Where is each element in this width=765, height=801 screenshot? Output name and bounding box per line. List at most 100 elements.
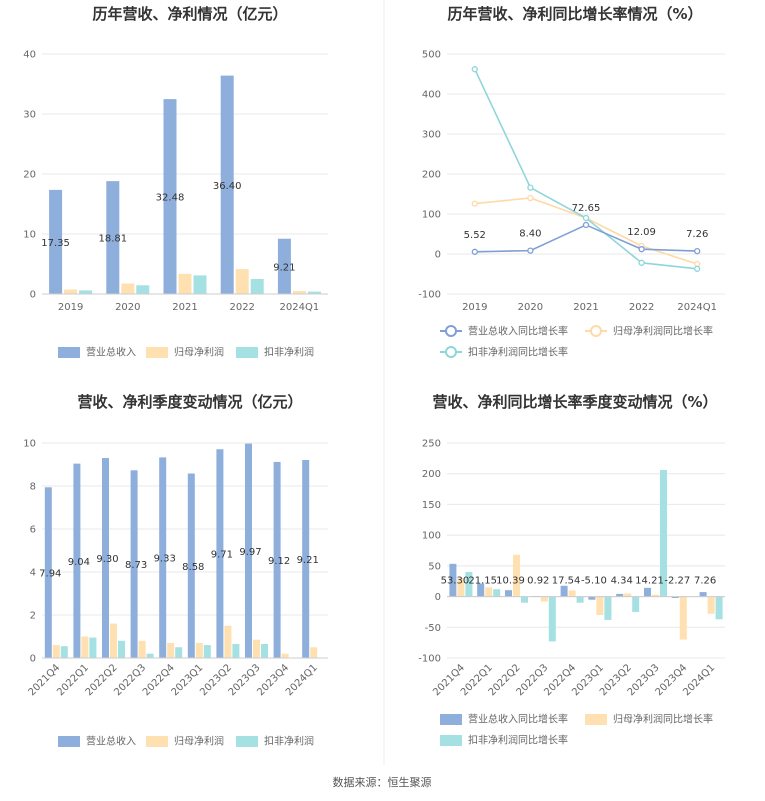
y-tick-label: 200 bbox=[422, 469, 441, 480]
data-label: 17.35 bbox=[41, 238, 70, 249]
data-label: 17.54 bbox=[552, 576, 581, 587]
bar-net-profit bbox=[138, 640, 146, 658]
data-label: 8.58 bbox=[182, 562, 204, 573]
chart3-title: 营收、净利季度变动情况（亿元） bbox=[77, 393, 302, 411]
x-tick-label: 2022 bbox=[229, 302, 254, 313]
legend-label: 归母净利润 bbox=[174, 735, 224, 748]
bar-revenue bbox=[216, 449, 224, 658]
y-tick-label: 10 bbox=[23, 439, 36, 450]
legend-swatch bbox=[58, 736, 80, 747]
bar-deducted-profit bbox=[660, 470, 667, 597]
bar-net-profit bbox=[707, 596, 715, 614]
bar-net-profit bbox=[253, 639, 260, 658]
bar-net-profit bbox=[52, 645, 60, 658]
bar-deducted-profit bbox=[175, 647, 183, 658]
bar-deducted-profit bbox=[79, 290, 93, 294]
bar-deducted-profit bbox=[60, 646, 68, 658]
legend-swatch bbox=[58, 347, 80, 358]
data-label: 9.04 bbox=[68, 557, 90, 568]
bar-revenue bbox=[616, 593, 624, 597]
y-tick-label: 10 bbox=[23, 230, 36, 241]
legend-swatch bbox=[146, 347, 168, 358]
bar-deducted-profit bbox=[632, 596, 640, 612]
chart4-title: 营收、净利同比增长率季度变动情况（%） bbox=[432, 393, 717, 411]
y-tick-label: 0 bbox=[30, 654, 36, 665]
bar-revenue bbox=[273, 461, 281, 658]
x-tick-label: 2019 bbox=[58, 302, 83, 313]
bar-revenue bbox=[505, 590, 512, 597]
y-tick-label: -100 bbox=[418, 654, 441, 665]
bar-net-profit bbox=[224, 625, 232, 658]
x-tick-label: 2024Q1 bbox=[284, 662, 320, 698]
bar-net-profit bbox=[235, 269, 249, 294]
data-label: 4.34 bbox=[611, 576, 633, 587]
legend-label: 扣非净利润 bbox=[264, 735, 314, 748]
chart3-plot: 02468102021Q42022Q12022Q22022Q32022Q4202… bbox=[23, 439, 328, 748]
data-label: -2.27 bbox=[664, 576, 690, 587]
data-label: 8.40 bbox=[519, 229, 541, 240]
point-revenue bbox=[471, 248, 478, 255]
data-label: 9.21 bbox=[297, 555, 319, 566]
bar-deducted-profit bbox=[493, 589, 501, 597]
legend-swatch bbox=[585, 714, 607, 725]
y-tick-label: 300 bbox=[422, 130, 441, 141]
data-label: 32.48 bbox=[156, 193, 185, 204]
bar-net-profit bbox=[195, 642, 203, 658]
point-deducted-profit bbox=[527, 184, 534, 191]
y-tick-label: 20 bbox=[23, 170, 36, 181]
point-revenue bbox=[638, 246, 645, 253]
chart4-plot: -100-500501001502002502021Q42022Q12022Q2… bbox=[418, 439, 725, 747]
data-label: 9.21 bbox=[273, 262, 295, 273]
data-label: 0.92 bbox=[527, 576, 549, 587]
legend-label: 营业总收入同比增长率 bbox=[468, 713, 568, 726]
bar-revenue bbox=[277, 238, 291, 294]
data-label: 9.71 bbox=[211, 550, 233, 561]
point-net-profit bbox=[471, 200, 478, 207]
bar-revenue bbox=[106, 181, 120, 294]
y-tick-label: -50 bbox=[425, 623, 441, 634]
bar-deducted-profit bbox=[193, 275, 207, 294]
bar-deducted-profit bbox=[118, 640, 125, 658]
bar-revenue bbox=[44, 487, 52, 658]
y-tick-label: 0 bbox=[435, 250, 441, 261]
bar-net-profit bbox=[485, 587, 493, 597]
bar-net-profit bbox=[679, 596, 687, 640]
legend-swatch bbox=[440, 714, 462, 725]
data-label: 9.12 bbox=[268, 556, 290, 567]
bar-deducted-profit bbox=[715, 596, 723, 620]
y-tick-label: -100 bbox=[418, 290, 441, 301]
bar-deducted-profit bbox=[250, 279, 264, 294]
x-tick-label: 2020 bbox=[518, 302, 543, 313]
chart1-plot: 0 10 20 30 40 2019 2020 2021 2022 2024Q1 17.35 18.8… bbox=[23, 50, 328, 359]
point-deducted-profit bbox=[471, 66, 478, 73]
data-label: 8.73 bbox=[125, 560, 147, 571]
bar-deducted-profit bbox=[232, 644, 240, 658]
bar-deducted-profit bbox=[465, 572, 473, 597]
data-label: 9.30 bbox=[96, 554, 118, 565]
data-label: 7.26 bbox=[694, 576, 716, 587]
legend-label: 归母净利润同比增长率 bbox=[613, 713, 713, 726]
bar-net-profit bbox=[652, 594, 659, 597]
x-tick-label: 2022 bbox=[629, 302, 654, 313]
bar-deducted-profit bbox=[89, 637, 97, 658]
legend-marker bbox=[590, 325, 602, 337]
data-label: 7.26 bbox=[686, 229, 708, 240]
bar-net-profit bbox=[513, 554, 520, 597]
data-label: 72.65 bbox=[572, 203, 601, 214]
legend-label: 营业总收入 bbox=[86, 346, 136, 359]
bar-net-profit bbox=[624, 593, 632, 597]
bar-net-profit bbox=[292, 291, 306, 294]
legend-label: 归母净利润同比增长率 bbox=[613, 325, 713, 338]
x-tick-label: 2019 bbox=[462, 302, 487, 313]
line-deducted-profit bbox=[474, 68, 698, 270]
bar-net-profit bbox=[110, 623, 117, 658]
bar-revenue bbox=[699, 592, 707, 597]
x-tick-label: 2024Q1 bbox=[280, 302, 320, 313]
bar-revenue bbox=[73, 463, 81, 658]
bar-revenue bbox=[163, 99, 177, 295]
bar-net-profit bbox=[596, 596, 604, 615]
y-tick-label: 100 bbox=[422, 531, 441, 542]
bar-deducted-profit bbox=[576, 596, 584, 603]
legend-swatch bbox=[440, 735, 462, 746]
y-tick-label: 400 bbox=[422, 90, 441, 101]
